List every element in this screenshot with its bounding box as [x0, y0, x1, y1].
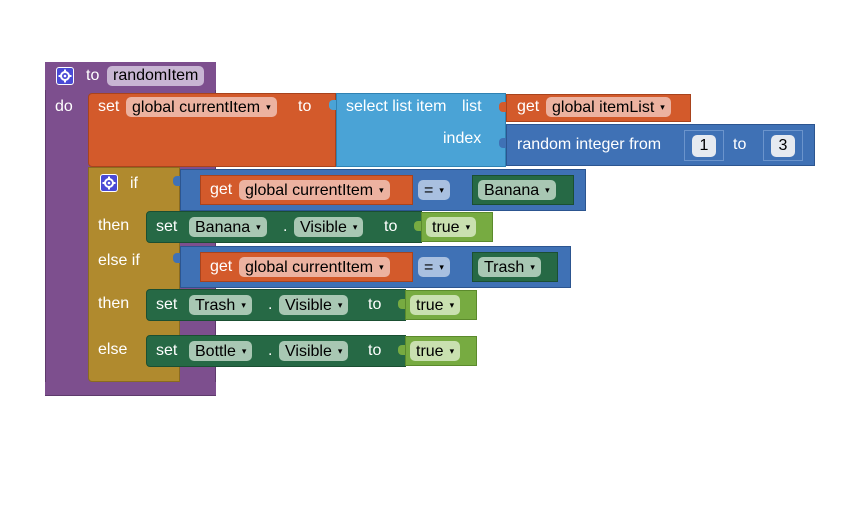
set-trash-visible-block[interactable] — [146, 289, 406, 321]
set-trash-true-connector — [398, 299, 405, 309]
chevron-down-icon: ▾ — [266, 102, 271, 112]
set-trash-component: Trash — [195, 297, 236, 314]
select-list-item-block[interactable] — [336, 93, 506, 167]
procedure-bottom-bar — [45, 382, 216, 396]
set-label: set — [98, 98, 120, 115]
set-bottle-set-label: set — [156, 342, 178, 359]
chevron-down-icon: ▾ — [439, 185, 444, 195]
cond2-variable: global currentItem — [245, 259, 374, 276]
if-label: if — [130, 175, 138, 192]
else-if-label: else if — [98, 252, 140, 269]
cond1-operator: = — [424, 182, 434, 199]
cond1-get-label: get — [210, 181, 233, 198]
chevron-down-icon: ▾ — [352, 222, 358, 232]
random-integer-connector — [499, 138, 506, 148]
select-list-list-label: list — [462, 98, 482, 115]
cond1-variable: global currentItem — [245, 182, 374, 199]
get-item-list-connector — [499, 102, 506, 112]
cond2-value-dropdown[interactable]: Trash ▾ — [478, 257, 541, 277]
set-banana-true-dropdown[interactable]: true ▾ — [426, 217, 477, 237]
cond2-value: Trash — [484, 259, 525, 276]
set-bottle-component-dropdown[interactable]: Bottle ▾ — [189, 341, 253, 361]
select-list-item-label: select list item — [346, 98, 447, 115]
random-integer-label: random integer from — [517, 136, 662, 153]
set-bottle-true-value: true — [416, 343, 444, 360]
set-banana-to-label: to — [384, 218, 398, 235]
random-to-label: to — [733, 136, 747, 153]
procedure-do-label: do — [55, 98, 73, 115]
set-bottle-dot: . — [268, 342, 273, 359]
set-trash-true-value: true — [416, 297, 444, 314]
chevron-down-icon: ▾ — [449, 346, 455, 356]
set-bottle-true-connector — [398, 345, 405, 355]
set-bottle-true-dropdown[interactable]: true ▾ — [410, 341, 461, 361]
set-bottle-property-dropdown[interactable]: Visible ▾ — [279, 341, 349, 361]
set-to-label: to — [298, 98, 312, 115]
select-list-connector — [329, 100, 336, 110]
set-bottle-to-label: to — [368, 342, 382, 359]
chevron-down-icon: ▾ — [256, 222, 261, 232]
cond1-value: Banana — [484, 182, 540, 199]
set-variable-name: global currentItem — [132, 99, 261, 116]
chevron-down-icon: ▾ — [530, 262, 535, 272]
procedure-to-label: to — [86, 67, 100, 84]
procedure-gear-icon[interactable] — [56, 67, 74, 85]
set-bottle-component: Bottle — [195, 343, 236, 360]
get-item-list-get-label: get — [517, 98, 540, 115]
set-banana-true-connector — [414, 221, 421, 231]
chevron-down-icon: ▾ — [241, 300, 246, 310]
compare1-connector — [173, 176, 180, 186]
if-gear-icon[interactable] — [100, 174, 118, 192]
chevron-down-icon: ▾ — [465, 222, 471, 232]
set-banana-property-dropdown[interactable]: Visible ▾ — [294, 217, 364, 237]
select-list-index-label: index — [443, 130, 482, 147]
set-trash-dot: . — [268, 296, 273, 313]
then2-label: then — [98, 295, 130, 312]
compare2-connector — [173, 253, 180, 263]
chevron-down-icon: ▾ — [241, 346, 247, 356]
chevron-down-icon: ▾ — [449, 300, 455, 310]
chevron-down-icon: ▾ — [439, 262, 444, 272]
chevron-down-icon: ▾ — [337, 300, 343, 310]
set-variable-dropdown[interactable]: global currentItem ▾ — [126, 97, 277, 117]
set-trash-property-dropdown[interactable]: Visible ▾ — [279, 295, 349, 315]
set-banana-property: Visible — [300, 219, 347, 236]
cond2-operator-dropdown[interactable]: = ▾ — [418, 257, 450, 277]
set-banana-dot: . — [283, 218, 288, 235]
get-item-list-variable: global itemList — [552, 99, 655, 116]
from-number-field[interactable]: 1 — [692, 135, 716, 157]
set-trash-property: Visible — [285, 297, 332, 314]
set-banana-component-dropdown[interactable]: Banana ▾ — [189, 217, 267, 237]
set-trash-component-dropdown[interactable]: Trash ▾ — [189, 295, 252, 315]
chevron-down-icon: ▾ — [545, 185, 550, 195]
then-label: then — [98, 217, 130, 234]
chevron-down-icon: ▾ — [379, 185, 384, 195]
set-banana-true-value: true — [432, 219, 460, 236]
cond1-variable-dropdown[interactable]: global currentItem ▾ — [239, 180, 390, 200]
chevron-down-icon: ▾ — [379, 262, 384, 272]
get-item-list-dropdown[interactable]: global itemList ▾ — [546, 97, 671, 117]
chevron-down-icon: ▾ — [337, 346, 343, 356]
set-trash-true-dropdown[interactable]: true ▾ — [410, 295, 461, 315]
cond2-operator: = — [424, 259, 434, 276]
set-trash-to-label: to — [368, 296, 382, 313]
set-bottle-property: Visible — [285, 343, 332, 360]
cond1-operator-dropdown[interactable]: = ▾ — [418, 180, 450, 200]
to-number-field[interactable]: 3 — [771, 135, 795, 157]
cond2-get-label: get — [210, 258, 233, 275]
cond1-value-dropdown[interactable]: Banana ▾ — [478, 180, 556, 200]
cond2-variable-dropdown[interactable]: global currentItem ▾ — [239, 257, 390, 277]
set-banana-set-label: set — [156, 218, 178, 235]
procedure-name-field[interactable]: randomItem — [107, 66, 205, 86]
set-banana-component: Banana — [195, 219, 251, 236]
set-trash-set-label: set — [156, 296, 178, 313]
set-bottle-visible-block[interactable] — [146, 335, 406, 367]
else-label: else — [98, 341, 128, 358]
chevron-down-icon: ▾ — [660, 102, 665, 112]
